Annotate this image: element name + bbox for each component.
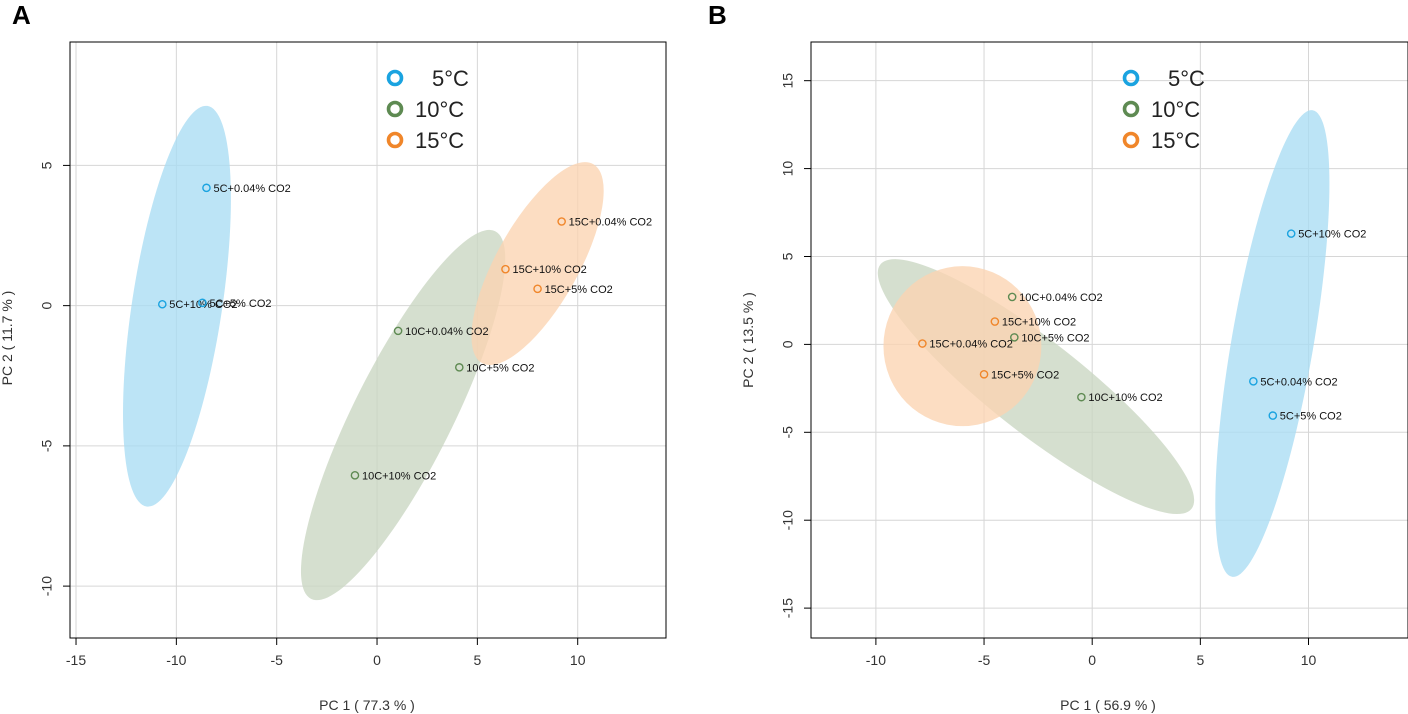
- panel-a-ticks: -15 -10 -5 0 5 10 -10 -5 0 5: [39, 161, 586, 668]
- panel-b-y-tick-label: 5: [780, 252, 796, 260]
- panel-a-ellipse-15c: [471, 162, 604, 366]
- panel-b-legend-marker-5c: [1122, 69, 1140, 87]
- panel-b-point-label-7: 15C+0.04% CO2: [929, 339, 1012, 351]
- panel-a-y-tick-label: 0: [39, 302, 55, 310]
- panel-a-point-1: [158, 299, 167, 309]
- panel-a-y-tick-label: 5: [39, 161, 55, 169]
- panel-b-legend-label-10c: 10°C: [1151, 97, 1200, 122]
- panel-b-point-label-2: 5C+5% CO2: [1280, 411, 1342, 423]
- panel-b-point-1: [1249, 377, 1258, 386]
- panel-a-point-8: [533, 284, 542, 294]
- panel-a-point-label-3: 10C+0.04% CO2: [405, 326, 488, 338]
- panel-b-point-3: [1007, 292, 1017, 302]
- panel-a-point-label-5: 10C+10% CO2: [362, 470, 436, 482]
- panel-a-point-label-7: 15C+10% CO2: [512, 264, 586, 276]
- panel-b-plot-frame: [810, 41, 1408, 639]
- panel-a-legend-marker-5c: [386, 69, 404, 87]
- panel-a-point-label-2: 5C+5% CO2: [209, 298, 271, 310]
- panel-a-point-label-6: 15C+0.04% CO2: [569, 217, 652, 229]
- panel-a-point-3: [393, 326, 403, 336]
- panel-b-y-tick-label: 10: [780, 161, 796, 177]
- panel-b-points: 5C+10% CO2 5C+0.04% CO2 5C+5% CO2 10C+0.04%…: [918, 229, 1366, 423]
- panel-a-point-5: [350, 471, 360, 480]
- panel-a-x-tick-label: -15: [66, 652, 86, 668]
- panel-b-legend-marker-10c: [1122, 100, 1140, 118]
- panel-b-point-label-5: 10C+10% CO2: [1088, 392, 1162, 404]
- panel-b-point-7: [918, 339, 927, 348]
- panel-b-ellipses: [877, 110, 1330, 577]
- panel-b-y-tick-label: -10: [780, 510, 796, 530]
- panel-a-point-label-8: 15C+5% CO2: [545, 284, 613, 296]
- panel-a-x-tick-label: 0: [373, 652, 381, 668]
- panel-b-point-5: [1077, 392, 1086, 402]
- panel-b-point-label-8: 15C+5% CO2: [991, 369, 1059, 381]
- panel-b-point-6: [990, 317, 1000, 326]
- panel-b-point-0: [1286, 229, 1296, 238]
- panel-a-x-tick-label: 10: [570, 652, 586, 668]
- panel-b-point-label-0: 5C+10% CO2: [1298, 229, 1366, 241]
- panel-b-point-label-4: 10C+5% CO2: [1021, 332, 1089, 344]
- panel-b-point-label-6: 15C+10% CO2: [1002, 317, 1076, 329]
- panel-b-letter: B: [708, 0, 727, 30]
- panel-a-point-7: [501, 264, 510, 274]
- panel-b-y-tick-label: 0: [780, 340, 796, 348]
- panel-a-y-tick-label: -5: [39, 439, 55, 452]
- panel-b-point-8: [979, 369, 989, 379]
- panel-b-legend-marker-15c: [1122, 131, 1140, 149]
- panel-a-plot-frame: [69, 41, 667, 639]
- panel-b-x-tick-label: -5: [978, 652, 991, 668]
- panel-b-ellipse-5c: [1215, 110, 1330, 577]
- panel-a-legend-marker-10c: [386, 100, 404, 118]
- panel-b-x-tick-label: -10: [866, 652, 886, 668]
- panel-b-y-axis-label: PC 2 ( 13.5 % ): [740, 292, 756, 388]
- panel-b-y-tick-label: -15: [780, 598, 796, 618]
- panel-a-legend-label-15c: 15°C: [415, 128, 464, 153]
- panel-a-ellipses: [123, 105, 604, 601]
- panel-a-ellipse-5c: [123, 105, 231, 507]
- panel-b-x-tick-label: 0: [1088, 652, 1096, 668]
- panel-a-x-tick-label: -5: [270, 652, 283, 668]
- panel-b-x-tick-label: 5: [1196, 652, 1204, 668]
- panel-a-point-4: [455, 363, 464, 372]
- panel-a-point-label-4: 10C+5% CO2: [466, 362, 534, 374]
- panel-b-y-tick-label: 15: [780, 73, 796, 89]
- panel-a-x-tick-label: 5: [473, 652, 481, 668]
- panel-b-ticks: -10 -5 0 5 10 -15 -10 -5 0 5 10 15: [780, 73, 1317, 668]
- panel-a-letter: A: [12, 0, 31, 30]
- panel-a-legend-label-5c: 5°C: [432, 66, 469, 91]
- panel-b-x-tick-label: 10: [1301, 652, 1317, 668]
- panel-b-point-4: [1010, 333, 1019, 342]
- panel-a-ellipse-10c: [300, 229, 506, 601]
- panel-b-point-label-1: 5C+0.04% CO2: [1260, 376, 1337, 388]
- panel-a-point-label-1: 5C+10% CO2: [169, 299, 237, 311]
- panel-a-x-axis-label: PC 1 ( 77.3 % ): [319, 697, 415, 713]
- panel-a-legend-marker-15c: [386, 131, 404, 149]
- panel-b-legend-label-15c: 15°C: [1151, 128, 1200, 153]
- panel-b-legend: 5°C 10°C 15°C: [1122, 66, 1205, 153]
- panel-a-y-tick-label: -10: [39, 576, 55, 596]
- panel-a-x-tick-label: -10: [166, 652, 186, 668]
- panel-a-point-2: [198, 298, 207, 308]
- panel-b-point-label-3: 10C+0.04% CO2: [1019, 292, 1102, 304]
- panel-b: B PC 1 ( 56.9 % ) PC 2 ( 13.5 % ) -10 -5 0…: [708, 0, 1408, 713]
- panel-b-x-axis-label: PC 1 ( 56.9 % ): [1060, 697, 1156, 713]
- panel-a-legend-label-10c: 10°C: [415, 97, 464, 122]
- panel-b-legend-label-5c: 5°C: [1168, 66, 1205, 91]
- panel-b-point-2: [1268, 411, 1278, 420]
- panel-a-y-axis-label: PC 2 ( 11.7 % ): [0, 291, 15, 386]
- panel-a-point-label-0: 5C+0.04% CO2: [213, 183, 290, 195]
- panel-b-ellipse-15c: [883, 266, 1042, 427]
- panel-a-legend: 5°C 10°C 15°C: [386, 66, 469, 153]
- panel-a-point-6: [557, 217, 566, 226]
- panel-a-point-0: [202, 183, 211, 193]
- panel-a: A PC 1 ( 77.3 % ) PC 2 ( 11.7 % ) -15 -10…: [0, 0, 667, 713]
- panel-b-y-tick-label: -5: [780, 426, 796, 439]
